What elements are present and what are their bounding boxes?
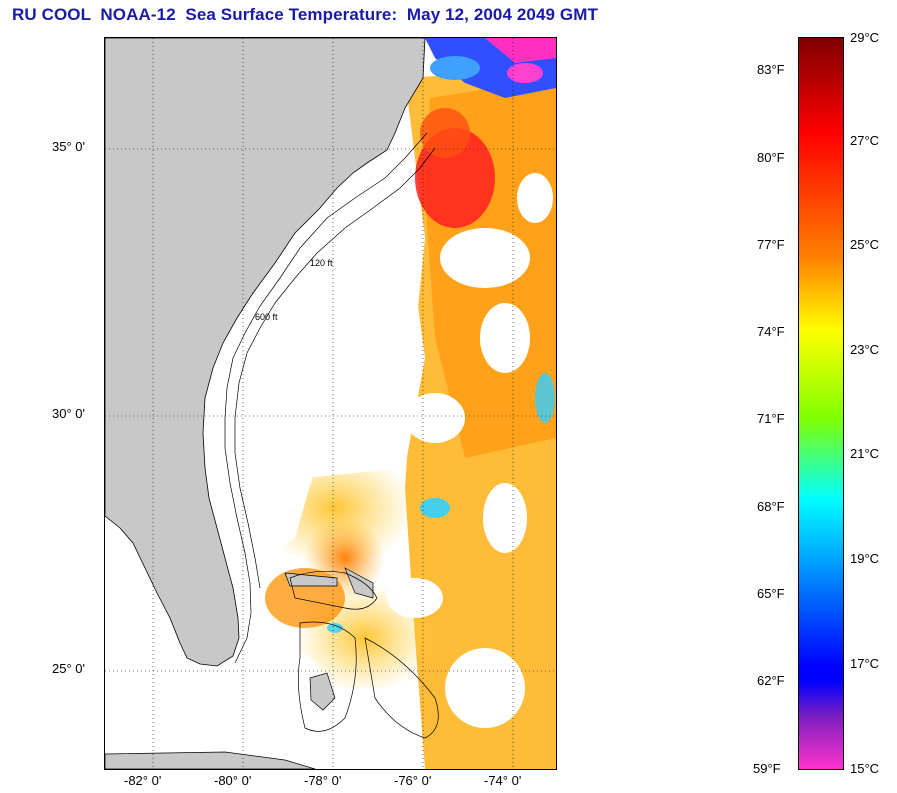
temperature-colorbar xyxy=(798,37,844,770)
lon-label-82: -82° 0' xyxy=(124,773,162,788)
colorbar-c-21: 21°C xyxy=(850,446,880,461)
colorbar-f-59: 59°F xyxy=(753,761,781,776)
colorbar-f-62: 62°F xyxy=(757,673,785,688)
colorbar-c-25: 25°C xyxy=(850,237,880,252)
colorbar-f-74: 74°F xyxy=(757,324,785,339)
colorbar-f-68: 68°F xyxy=(757,499,785,514)
isobath-label-600: 600 ft xyxy=(255,312,278,322)
colorbar-f-77: 77°F xyxy=(757,237,785,252)
lat-label-35: 35° 0' xyxy=(52,139,85,154)
lat-label-25: 25° 0' xyxy=(52,661,85,676)
lon-label-74: -74° 0' xyxy=(484,773,522,788)
colorbar-c-15: 15°C xyxy=(850,761,880,776)
isobath-label-120: 120 ft xyxy=(310,258,333,268)
colorbar-f-83: 83°F xyxy=(757,62,785,77)
island-cuba-edge xyxy=(105,751,316,769)
colorbar-c-29: 29°C xyxy=(850,30,880,45)
colorbar-f-80: 80°F xyxy=(757,150,785,165)
lon-label-80: -80° 0' xyxy=(214,773,252,788)
lon-label-78: -78° 0' xyxy=(304,773,342,788)
colorbar-f-65: 65°F xyxy=(757,586,785,601)
colorbar-c-27: 27°C xyxy=(850,133,880,148)
sst-map: 120 ft 600 ft xyxy=(104,37,557,770)
island-grand-bahama xyxy=(284,572,338,587)
lon-label-76: -76° 0' xyxy=(394,773,432,788)
map-title: RU COOL NOAA-12 Sea Surface Temperature:… xyxy=(12,5,598,24)
island-andros xyxy=(309,672,336,711)
isobath-contours xyxy=(224,132,439,739)
colorbar-c-23: 23°C xyxy=(850,342,880,357)
colorbar-c-19: 19°C xyxy=(850,551,880,566)
sst-map-canvas: 120 ft 600 ft xyxy=(105,38,556,769)
colorbar-c-17: 17°C xyxy=(850,656,880,671)
land-mass xyxy=(105,38,426,667)
colorbar-f-71: 71°F xyxy=(757,411,785,426)
lat-label-30: 30° 0' xyxy=(52,406,85,421)
island-abaco xyxy=(344,567,374,599)
